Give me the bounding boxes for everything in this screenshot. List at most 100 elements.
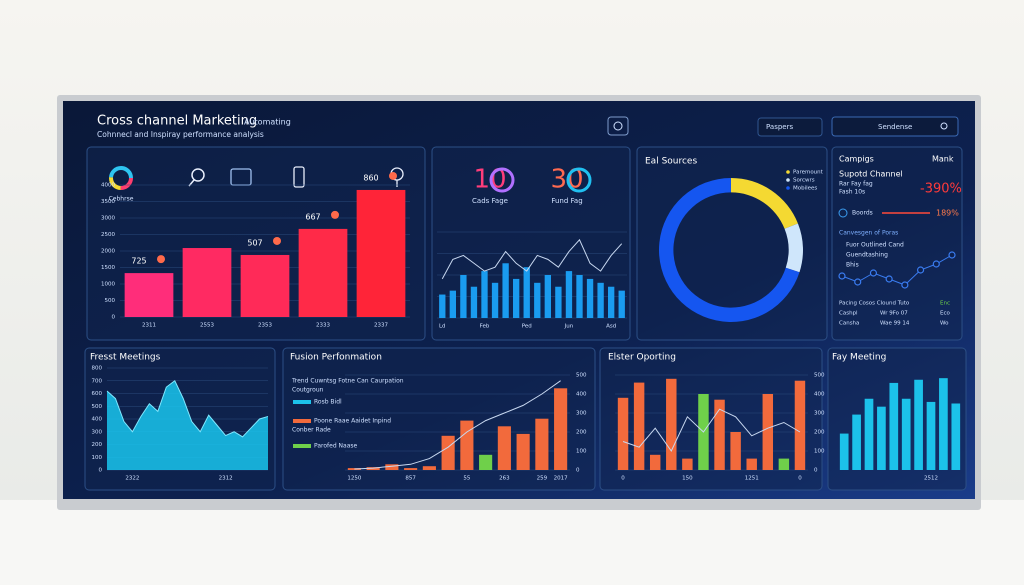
x-tick-label: 259 (537, 476, 548, 482)
area-line (106, 379, 269, 438)
table-cell: Wr 9Fo 07 (880, 311, 908, 317)
legend-swatch (293, 400, 311, 404)
kpi-label: Fund Fag (551, 197, 582, 205)
bar (762, 394, 774, 470)
bar (124, 273, 174, 317)
chart-title: Fay Meeting (832, 353, 886, 363)
annotation-dot (273, 236, 281, 245)
bar (513, 278, 520, 318)
table-cell: Pacing Cosos Clound Tuto (839, 301, 910, 307)
point (838, 272, 846, 280)
bar-annotation: 860 (363, 173, 378, 182)
icon-ring (109, 166, 133, 190)
x-tick-label: 2512 (924, 476, 938, 482)
settings-button[interactable] (607, 116, 629, 136)
y-tick-label: 1000 (101, 282, 115, 288)
search-icon (940, 122, 948, 130)
point (885, 275, 893, 283)
y-tick-label: 500 (814, 373, 825, 379)
bar (502, 263, 509, 318)
legend-item: Poone Raae Aaidet Inpind (314, 418, 391, 425)
bar (439, 294, 446, 318)
x-tick-label: 2333 (316, 323, 330, 329)
bar (544, 275, 551, 318)
bar (497, 426, 511, 470)
legend-dot (786, 170, 790, 174)
channel-heading: Supotd Channel (839, 170, 903, 179)
y-tick-label: 200 (92, 442, 103, 448)
y-tick-label: 400 (814, 392, 825, 398)
y-tick-label: 300 (576, 411, 587, 417)
donut-slice (731, 178, 798, 229)
channel-line: Fash 10s (839, 189, 865, 196)
bar (576, 275, 583, 318)
legend-dot (786, 178, 790, 182)
bar (618, 290, 625, 318)
bar (794, 380, 806, 470)
icon-ring (109, 166, 133, 190)
table-cell: Eco (940, 311, 950, 317)
y-tick-label: 400 (576, 392, 587, 398)
bar (864, 398, 874, 470)
y-tick-label: 200 (576, 430, 587, 436)
search-icon (191, 168, 205, 182)
panel-action[interactable]: Mank (932, 155, 954, 164)
x-tick-label: Jun (564, 324, 574, 330)
bar (597, 282, 604, 318)
floor (0, 500, 1024, 585)
legend-item: Conber Rade (292, 427, 331, 434)
dropdown[interactable] (757, 117, 823, 137)
table-cell: Cashpl (839, 311, 858, 317)
x-tick-label: 2311 (142, 323, 156, 329)
list-item: Guendtashing (846, 252, 888, 259)
bar (298, 228, 348, 317)
legend-heading: Trend Cuwntsg Fotne Can Caurpation (291, 378, 404, 385)
y-tick-label: 500 (92, 404, 103, 410)
x-tick-label: 150 (682, 476, 693, 482)
search-text: Sendense (878, 123, 912, 131)
y-tick-label: 500 (105, 298, 116, 304)
change-value: -390% (920, 182, 962, 197)
donut-slice (784, 223, 804, 273)
bar (586, 278, 594, 318)
y-tick-label: 500 (576, 373, 587, 379)
bar (404, 468, 418, 470)
bar (555, 286, 562, 318)
x-tick-label: 1251 (745, 476, 759, 482)
line (622, 408, 801, 452)
dropdown-label: Paspers (766, 123, 793, 131)
annotation-dot (157, 255, 165, 264)
x-tick-label: 857 (405, 476, 416, 482)
search-box[interactable] (831, 116, 959, 137)
chart-title: Elster Oporting (608, 353, 676, 363)
x-tick-label: 2322 (125, 476, 139, 482)
legend-item: Rosb Bidl (314, 399, 342, 406)
y-tick-label: 300 (92, 429, 103, 435)
point (854, 278, 862, 286)
y-tick-label: 800 (92, 366, 103, 372)
point (932, 260, 940, 268)
bar (926, 401, 936, 470)
y-tick-label: 2500 (101, 232, 115, 238)
legend-dot (786, 186, 790, 190)
y-tick-label: 3500 (101, 199, 115, 205)
meter-label: Boords (852, 210, 873, 217)
x-tick-label: 0 (798, 476, 802, 482)
bar (778, 458, 790, 470)
panel-title: Campigs (839, 155, 874, 164)
bar (479, 454, 493, 470)
bar (534, 282, 541, 318)
bar (441, 435, 455, 470)
y-tick-label: 2000 (101, 249, 115, 255)
legend-sub: Coutgroun (292, 387, 324, 394)
app-subtitle: Cohnnecl and Inspiray performance analys… (97, 130, 264, 139)
y-tick-label: 4000 (101, 183, 115, 189)
bar (714, 399, 725, 470)
bar-annotation: 667 (305, 212, 320, 221)
table-cell: Cansha (839, 321, 859, 327)
legend-swatch (293, 444, 311, 448)
list-item: Bhis (846, 262, 859, 269)
point (948, 251, 956, 259)
x-tick-label: 55 (463, 476, 470, 482)
